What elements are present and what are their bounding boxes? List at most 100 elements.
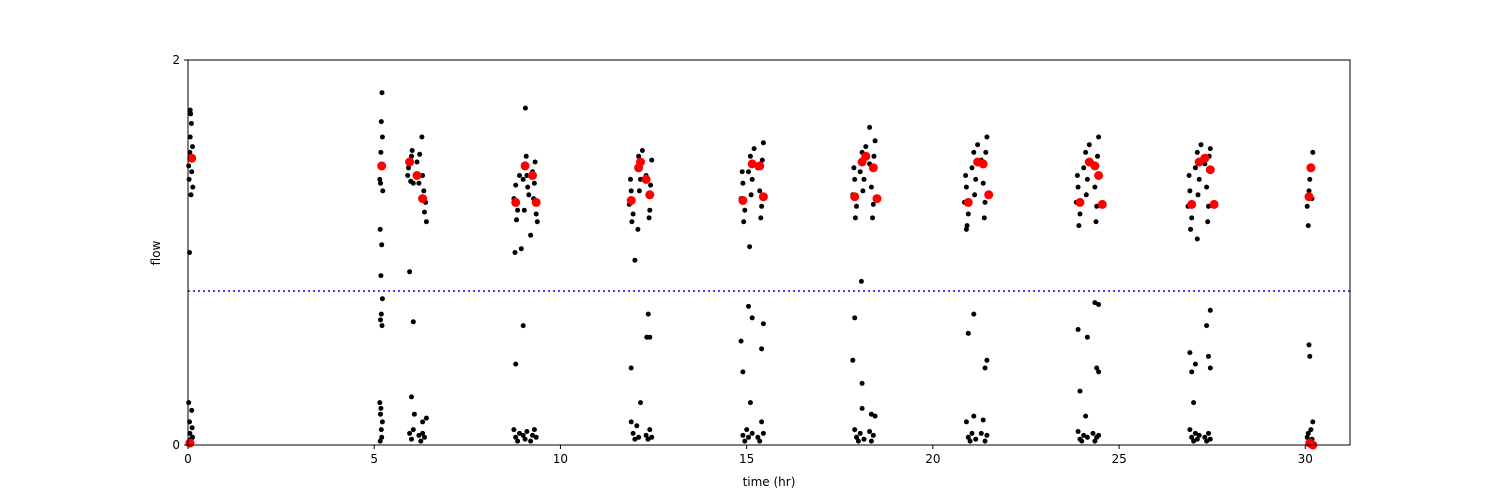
data-point — [867, 124, 873, 130]
data-point — [189, 407, 195, 413]
data-point — [411, 411, 417, 417]
data-point — [531, 180, 537, 186]
data-point — [378, 149, 384, 155]
data-point — [1084, 334, 1090, 340]
data-point — [760, 430, 766, 436]
data-point — [1207, 146, 1213, 152]
highlight-point — [1090, 161, 1100, 171]
data-point — [630, 211, 636, 217]
data-point — [379, 90, 385, 96]
data-point — [1204, 323, 1210, 329]
data-point — [417, 151, 423, 157]
data-point — [975, 142, 981, 148]
data-point — [868, 411, 874, 417]
data-point — [378, 311, 384, 317]
data-point — [522, 105, 528, 111]
data-point — [1310, 149, 1316, 155]
data-point — [980, 180, 986, 186]
data-point — [963, 226, 969, 232]
data-point — [742, 207, 748, 213]
data-point — [645, 436, 651, 442]
x-tick-label: 20 — [925, 452, 940, 466]
x-axis-label: time (hr) — [743, 475, 796, 489]
data-point — [1187, 350, 1193, 356]
data-point — [867, 429, 873, 434]
data-point — [965, 330, 971, 336]
data-point — [854, 434, 859, 440]
data-point — [739, 169, 745, 175]
data-point — [414, 159, 420, 165]
data-point — [1196, 432, 1202, 438]
data-point — [1305, 430, 1311, 436]
highlight-point — [412, 171, 422, 180]
data-point — [747, 400, 753, 406]
data-point — [744, 427, 750, 433]
data-point — [416, 180, 422, 186]
data-point — [1307, 176, 1313, 182]
highlight-point — [1205, 165, 1215, 175]
highlight-point — [531, 197, 541, 207]
data-point — [416, 432, 422, 438]
data-point — [1077, 388, 1083, 394]
data-point — [748, 192, 754, 198]
data-point — [1196, 176, 1202, 182]
data-point — [1186, 173, 1192, 178]
data-point — [380, 188, 386, 194]
data-point — [1189, 434, 1195, 440]
data-point — [872, 413, 878, 419]
data-point — [1202, 434, 1208, 440]
data-point — [636, 434, 642, 440]
data-point — [859, 405, 865, 411]
data-point — [523, 153, 529, 159]
highlight-point — [1187, 199, 1197, 209]
data-point — [419, 134, 425, 140]
highlight-point — [978, 159, 988, 169]
data-point — [522, 436, 528, 442]
x-tick-label: 30 — [1298, 452, 1313, 466]
data-point — [407, 430, 413, 436]
data-point — [860, 188, 866, 194]
data-point — [520, 176, 526, 182]
data-point — [852, 315, 858, 321]
data-point — [1076, 223, 1082, 229]
data-point — [378, 427, 384, 433]
highlight-point — [738, 196, 748, 205]
highlight-point — [1304, 192, 1314, 202]
data-point — [1308, 427, 1314, 433]
data-point — [422, 209, 427, 215]
data-point — [520, 323, 526, 329]
data-point — [377, 226, 383, 232]
data-point — [1305, 223, 1311, 229]
data-point — [186, 400, 192, 406]
data-point — [1204, 184, 1210, 190]
data-point — [1096, 134, 1102, 140]
data-point — [972, 192, 978, 198]
data-point — [513, 182, 519, 188]
data-point — [1096, 302, 1102, 307]
data-point — [965, 211, 971, 217]
data-point — [964, 223, 970, 229]
data-point — [379, 134, 385, 140]
highlight-point — [645, 190, 655, 200]
data-point — [1075, 184, 1081, 190]
x-tick-label: 0 — [184, 452, 192, 466]
data-point — [963, 173, 969, 178]
data-point — [377, 176, 383, 182]
data-point — [628, 188, 634, 194]
highlight-point — [520, 161, 530, 171]
data-point — [963, 184, 969, 190]
data-point — [759, 419, 765, 425]
data-point — [630, 430, 636, 436]
data-point — [1187, 427, 1193, 433]
highlight-point — [1094, 171, 1104, 180]
data-point — [1077, 211, 1083, 217]
data-point — [1084, 434, 1090, 440]
data-point — [1207, 436, 1213, 442]
data-point — [757, 188, 763, 194]
data-point — [378, 180, 383, 186]
data-point — [632, 257, 638, 263]
data-point — [749, 176, 755, 182]
data-point — [513, 361, 519, 367]
data-point — [649, 434, 655, 440]
data-point — [757, 438, 763, 444]
